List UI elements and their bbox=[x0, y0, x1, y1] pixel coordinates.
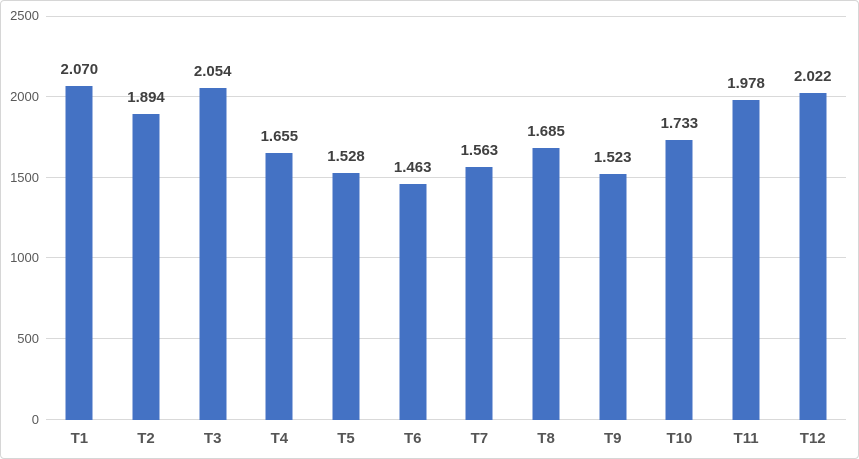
y-tick-label: 2000 bbox=[10, 88, 39, 104]
bar-value-label-T3: 2.054 bbox=[193, 63, 232, 81]
x-axis: T1 T2 T3 T4 T5 T6 T7 T8 T9 T10 T11 T12 bbox=[46, 429, 846, 449]
bar-T4[interactable] bbox=[265, 152, 293, 420]
y-tick-label: 1000 bbox=[10, 250, 39, 266]
bar-value-label-T11: 1.978 bbox=[727, 75, 765, 93]
bar-T12[interactable] bbox=[799, 93, 827, 420]
gridline-2500 bbox=[46, 16, 846, 17]
bar-slot-T3: 2.054 bbox=[179, 16, 246, 420]
bar-T5[interactable] bbox=[332, 173, 360, 420]
bar-slot-T4: 1.655 bbox=[246, 16, 313, 420]
x-tick-label-T8: T8 bbox=[537, 430, 555, 447]
y-tick-label: 2500 bbox=[10, 8, 39, 23]
bar-value-label-T6: 1.463 bbox=[393, 158, 432, 176]
bar-T1[interactable] bbox=[65, 85, 93, 420]
bar-T2[interactable] bbox=[132, 113, 160, 420]
bar-slot-T7: 1.563 bbox=[446, 16, 513, 420]
gridline-1000 bbox=[46, 257, 846, 259]
x-tick-label-T12: T12 bbox=[799, 430, 826, 447]
bar-value-label-T7: 1.563 bbox=[460, 142, 499, 160]
x-tick-label-T6: T6 bbox=[403, 430, 422, 447]
bar-value-label-T12: 2.022 bbox=[793, 68, 832, 86]
bar-slot-T1: 2.070 bbox=[46, 16, 113, 420]
y-tick-label: 500 bbox=[17, 331, 39, 347]
bar-value-label-T8: 1.685 bbox=[527, 122, 565, 140]
bar-T7[interactable] bbox=[465, 167, 493, 420]
bar-T6[interactable] bbox=[399, 183, 427, 420]
x-tick-label-T5: T5 bbox=[337, 430, 355, 447]
plot-area: 2.070 1.894 2.054 1.655 1.528 1.463 1.563 1.685… bbox=[46, 16, 846, 420]
x-tick-label-T7: T7 bbox=[470, 430, 489, 447]
bar-value-label-T9: 1.523 bbox=[593, 148, 632, 166]
bar-slot-T10: 1.733 bbox=[646, 16, 713, 420]
bar-slot-T8: 1.685 bbox=[513, 16, 580, 420]
bar-slot-T11: 1.978 bbox=[713, 16, 780, 420]
x-tick-label-T2: T2 bbox=[137, 430, 155, 447]
bar-value-label-T2: 1.894 bbox=[127, 88, 165, 106]
gridline-2000 bbox=[46, 95, 846, 97]
bar-T10[interactable] bbox=[665, 139, 693, 420]
bar-T8[interactable] bbox=[532, 147, 560, 420]
x-tick-label-T9: T9 bbox=[603, 430, 622, 447]
gridline-1500 bbox=[46, 176, 846, 178]
bar-slot-T6: 1.463 bbox=[379, 16, 446, 420]
y-axis: 0 500 1000 1500 2000 2500 bbox=[1, 8, 39, 427]
bar-slot-T9: 1.523 bbox=[579, 16, 646, 420]
bar-slot-T12: 2.022 bbox=[779, 16, 846, 420]
bar-slot-T2: 1.894 bbox=[113, 16, 180, 420]
bar-value-label-T1: 2.070 bbox=[60, 60, 99, 78]
gridline-0 bbox=[46, 419, 846, 420]
gridline-500 bbox=[46, 338, 846, 340]
x-tick-label-T3: T3 bbox=[203, 430, 222, 447]
x-tick-label-T10: T10 bbox=[666, 430, 693, 447]
bar-T3[interactable] bbox=[199, 88, 227, 420]
bar-series: 2.070 1.894 2.054 1.655 1.528 1.463 1.563 1.685… bbox=[46, 16, 846, 420]
bar-value-label-T4: 1.655 bbox=[260, 127, 299, 145]
y-tick-label: 1500 bbox=[10, 169, 39, 185]
x-tick-label-T4: T4 bbox=[270, 430, 289, 447]
x-tick-label-T1: T1 bbox=[70, 430, 89, 447]
bar-T11[interactable] bbox=[732, 100, 760, 420]
y-tick-label: 0 bbox=[31, 412, 39, 427]
bar-value-label-T5: 1.528 bbox=[327, 148, 365, 166]
bar-T9[interactable] bbox=[599, 173, 627, 420]
bar-value-label-T10: 1.733 bbox=[660, 114, 699, 132]
bar-slot-T5: 1.528 bbox=[313, 16, 380, 420]
x-tick-label-T11: T11 bbox=[733, 430, 759, 447]
